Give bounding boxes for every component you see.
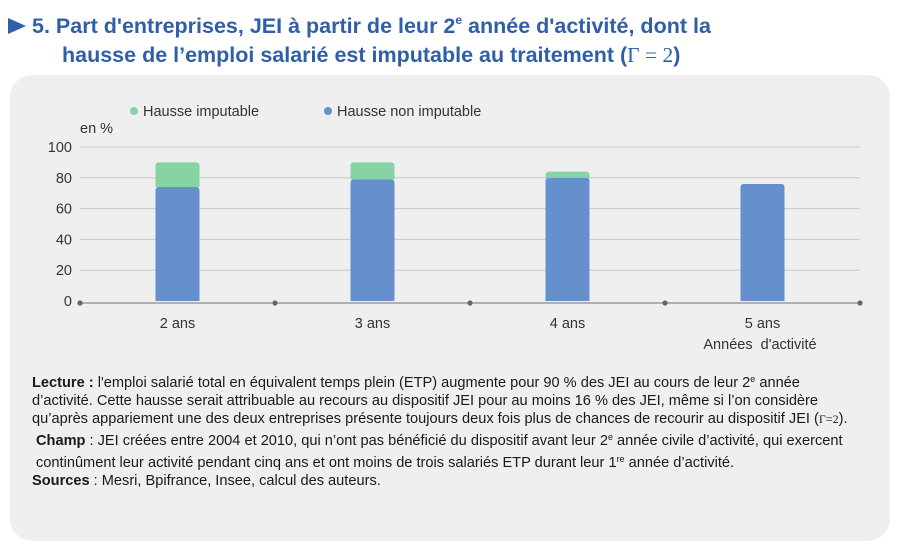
title-sup: e [455,13,463,27]
sources-label: Sources [32,473,90,489]
x-tick-label-4: 5 ans [745,316,780,332]
champ-sup-1: e [607,432,613,442]
figure-notes: Lecture : l'emploi salarié total en équi… [32,370,862,490]
lecture-text-b: année d’activité. Cette hausse serait at… [32,375,819,427]
lecture-label: Lecture : [32,375,94,391]
x-axis-label: Années d'activité [703,337,816,353]
x-axis-dot-4 [857,300,863,306]
title-gamma: Γ = 2 [627,43,674,67]
lecture-note: Lecture : l'emploi salarié total en équi… [32,370,862,428]
champ-label: Champ [36,433,86,449]
grid-lines [80,146,860,271]
sources-note: Sources : Mesri, Bpifrance, Insee, calcu… [32,472,862,490]
champ-text-c: année d’activité. [624,455,735,471]
x-tick-label-1: 2 ans [160,316,195,332]
y-tick-label-60: 60 [56,202,72,218]
champ-note: Champ : JEI créées entre 2004 et 2010, q… [32,428,862,472]
x-tick-label-3: 4 ans [550,316,585,332]
bar-fill-non-imputable-2 [350,182,395,301]
stacked-bar-chart: 0 20 40 60 80 100 en % 2 ans 3 ans 4 ans 5 ans Anné… [48,104,863,353]
champ-sup-2: re [616,454,625,464]
axes [77,300,863,306]
bar-fill-imputable-1 [155,165,200,188]
title-text-2a: hausse de l’emploi salarié est imputable… [62,43,628,67]
bars [155,162,785,301]
lecture-sup: e [750,374,756,384]
legend: Hausse imputable Hausse non imputable [130,104,481,120]
chart-panel: 0 20 40 60 80 100 en % 2 ans 3 ans 4 ans 5 ans Anné… [10,75,890,541]
x-axis-dot-1 [272,300,278,306]
legend-marker-1 [130,107,138,115]
y-axis-label: en % [80,121,113,137]
x-axis-dot-3 [662,300,668,306]
bar-fill-non-imputable-1 [155,190,200,301]
x-axis-dot-0 [77,300,83,306]
x-tick-label-2: 3 ans [355,316,390,332]
y-tick-label-80: 80 [56,171,72,187]
title-arrow-icon [8,18,26,34]
y-tick-label-100: 100 [48,140,72,156]
title-text-1a: Part d'entreprises, JEI à partir de leur… [55,14,456,38]
bar-fill-non-imputable-4 [740,186,785,301]
y-tick-label-0: 0 [64,294,72,310]
lecture-gamma: Γ=2 [818,412,839,426]
legend-marker-2 [324,107,332,115]
legend-label-1: Hausse imputable [143,104,259,120]
lecture-text-c: ). [838,411,848,427]
y-tick-label-40: 40 [56,232,72,248]
title-line-1: 5. Part d'entreprises, JEI à partir de l… [8,6,908,41]
x-axis-dot-2 [467,300,473,306]
figure-title: 5. Part d'entreprises, JEI à partir de l… [8,6,908,70]
title-text-2b: ) [673,43,681,67]
bar-fill-imputable-3 [545,174,590,178]
champ-text-a: : JEI créées entre 2004 et 2010, qui n’o… [85,433,608,449]
lecture-text-a: l'emploi salarié total en équivalent tem… [93,375,751,391]
labels: 0 20 40 60 80 100 en % 2 ans 3 ans 4 ans 5 ans Anné… [48,121,817,353]
title-number: 5. [32,14,50,38]
y-tick-label-20: 20 [56,263,72,279]
legend-label-2: Hausse non imputable [337,104,481,120]
bar-fill-imputable-2 [350,165,395,180]
sources-text: : Mesri, Bpifrance, Insee, calcul des au… [89,473,381,489]
title-text-1b: année d'activité, dont la [462,14,711,38]
champ-text-b: année civile d’activité, qui exercent co… [36,433,843,471]
title-line-2: hausse de l’emploi salarié est imputable… [8,41,908,70]
bar-fill-non-imputable-3 [545,180,590,301]
